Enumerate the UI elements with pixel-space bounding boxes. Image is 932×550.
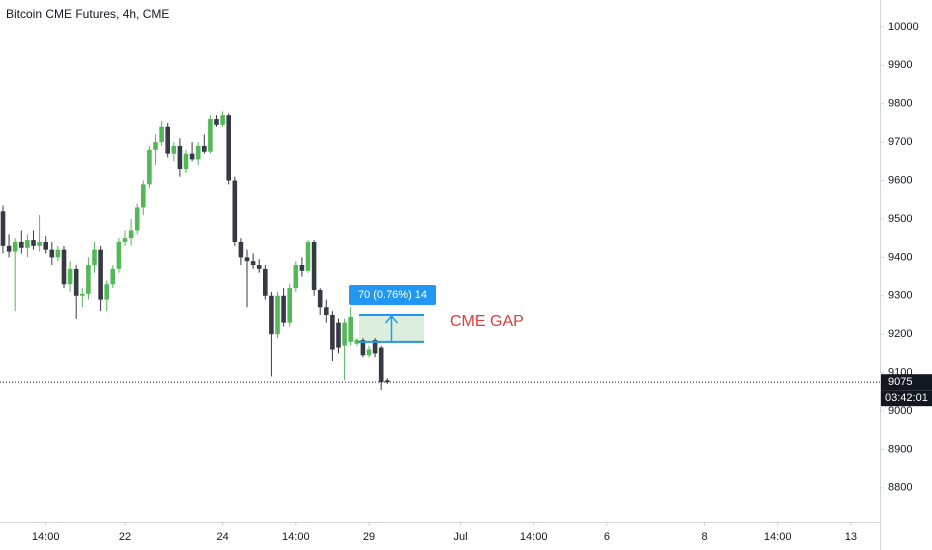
candle-body [31,240,36,246]
candle-body [250,261,256,266]
candle-body [214,119,219,125]
candle-body [232,180,238,242]
candle-body [305,241,311,271]
candle-body [98,249,103,300]
candle-body [189,153,195,160]
candle-body [202,145,207,152]
candle-body [67,268,73,285]
y-tick-label: 9400 [888,251,912,263]
candle-body [378,347,384,383]
x-tick-label: 14:00 [520,531,548,543]
candle-body [275,295,280,335]
candle-body [12,241,18,252]
candle-body [330,314,335,350]
x-tick-label: Jul [453,531,467,543]
candle-body [165,126,170,154]
candle-body [153,142,158,150]
candle-body [19,241,24,248]
candle-body [263,268,268,296]
candle-body [366,349,372,356]
candle-body [354,339,360,344]
candle-body [73,268,79,296]
candle-body [61,249,67,285]
x-tick-label: 13 [845,531,857,543]
candle-body [385,380,390,383]
candle-body [134,207,140,231]
candle-body [299,265,305,271]
x-tick-label: 14:00 [764,531,792,543]
candle-body [360,339,366,356]
candle-body [49,249,55,258]
candle-body [311,241,317,290]
candle-body [287,288,292,323]
candle-body [147,149,152,185]
candle-body [342,322,347,346]
candle-body [281,295,286,323]
candle-body [104,284,109,300]
candle-body [208,119,213,152]
candle-body [269,295,274,335]
measure-arrow-head [384,314,399,324]
candle-body [0,211,6,246]
candle-body [372,339,378,354]
candle-body [177,145,183,170]
candle-body [159,126,164,143]
candle-body [220,115,225,125]
y-tick-label: 9700 [888,136,912,148]
candle-body [195,145,201,160]
y-tick-label: 9000 [888,405,912,417]
candle-body [244,257,250,262]
candle-body [43,241,48,250]
countdown-box [881,390,932,407]
candle-body [171,145,177,154]
countdown-label: 03:42:01 [885,392,928,404]
y-tick-label: 9600 [888,174,912,186]
y-tick-label: 9200 [888,328,912,340]
candle-body [293,265,299,289]
y-tick-label: 9900 [888,59,912,71]
candle-body [25,240,30,248]
y-tick-label: 8900 [888,443,912,455]
candle-body [226,115,231,181]
candle-body [122,238,128,242]
x-tick-label: 14:00 [282,531,310,543]
x-tick-label: 24 [216,531,228,543]
candle-body [86,265,91,294]
x-tick-label: 29 [363,531,375,543]
candle-body [183,153,189,170]
candle-body [348,316,353,342]
candle-body [238,241,244,258]
candle-body [116,241,122,269]
measure-label: 70 (0.76%) 14 [358,289,427,301]
y-tick-label: 10000 [888,21,919,33]
candle-body [317,290,323,308]
candle-body [128,230,134,239]
x-tick-label: 8 [701,531,707,543]
measure-label-box [349,284,436,305]
annotation: CME GAP [450,313,524,330]
candle-body [110,268,116,285]
x-tick-label: 22 [119,531,131,543]
chart-title: Bitcoin CME Futures, 4h, CME [6,7,169,21]
y-tick-label: 9500 [888,213,912,225]
last-price-label: 9075 [888,376,912,388]
x-tick-label: 6 [604,531,610,543]
candle-body [92,249,97,266]
candle-body [141,184,146,208]
last-price-box [881,374,932,391]
candle-body [55,249,61,258]
y-tick-label: 9800 [888,98,912,110]
y-tick-label: 9300 [888,290,912,302]
candle-body [324,307,329,315]
candle-body [80,293,85,296]
x-tick-label: 14:00 [32,531,60,543]
candle-body [37,241,42,246]
candle-body [256,265,262,269]
y-tick-label: 8800 [888,482,912,494]
candle-body [336,322,341,348]
candle-body [6,245,12,252]
